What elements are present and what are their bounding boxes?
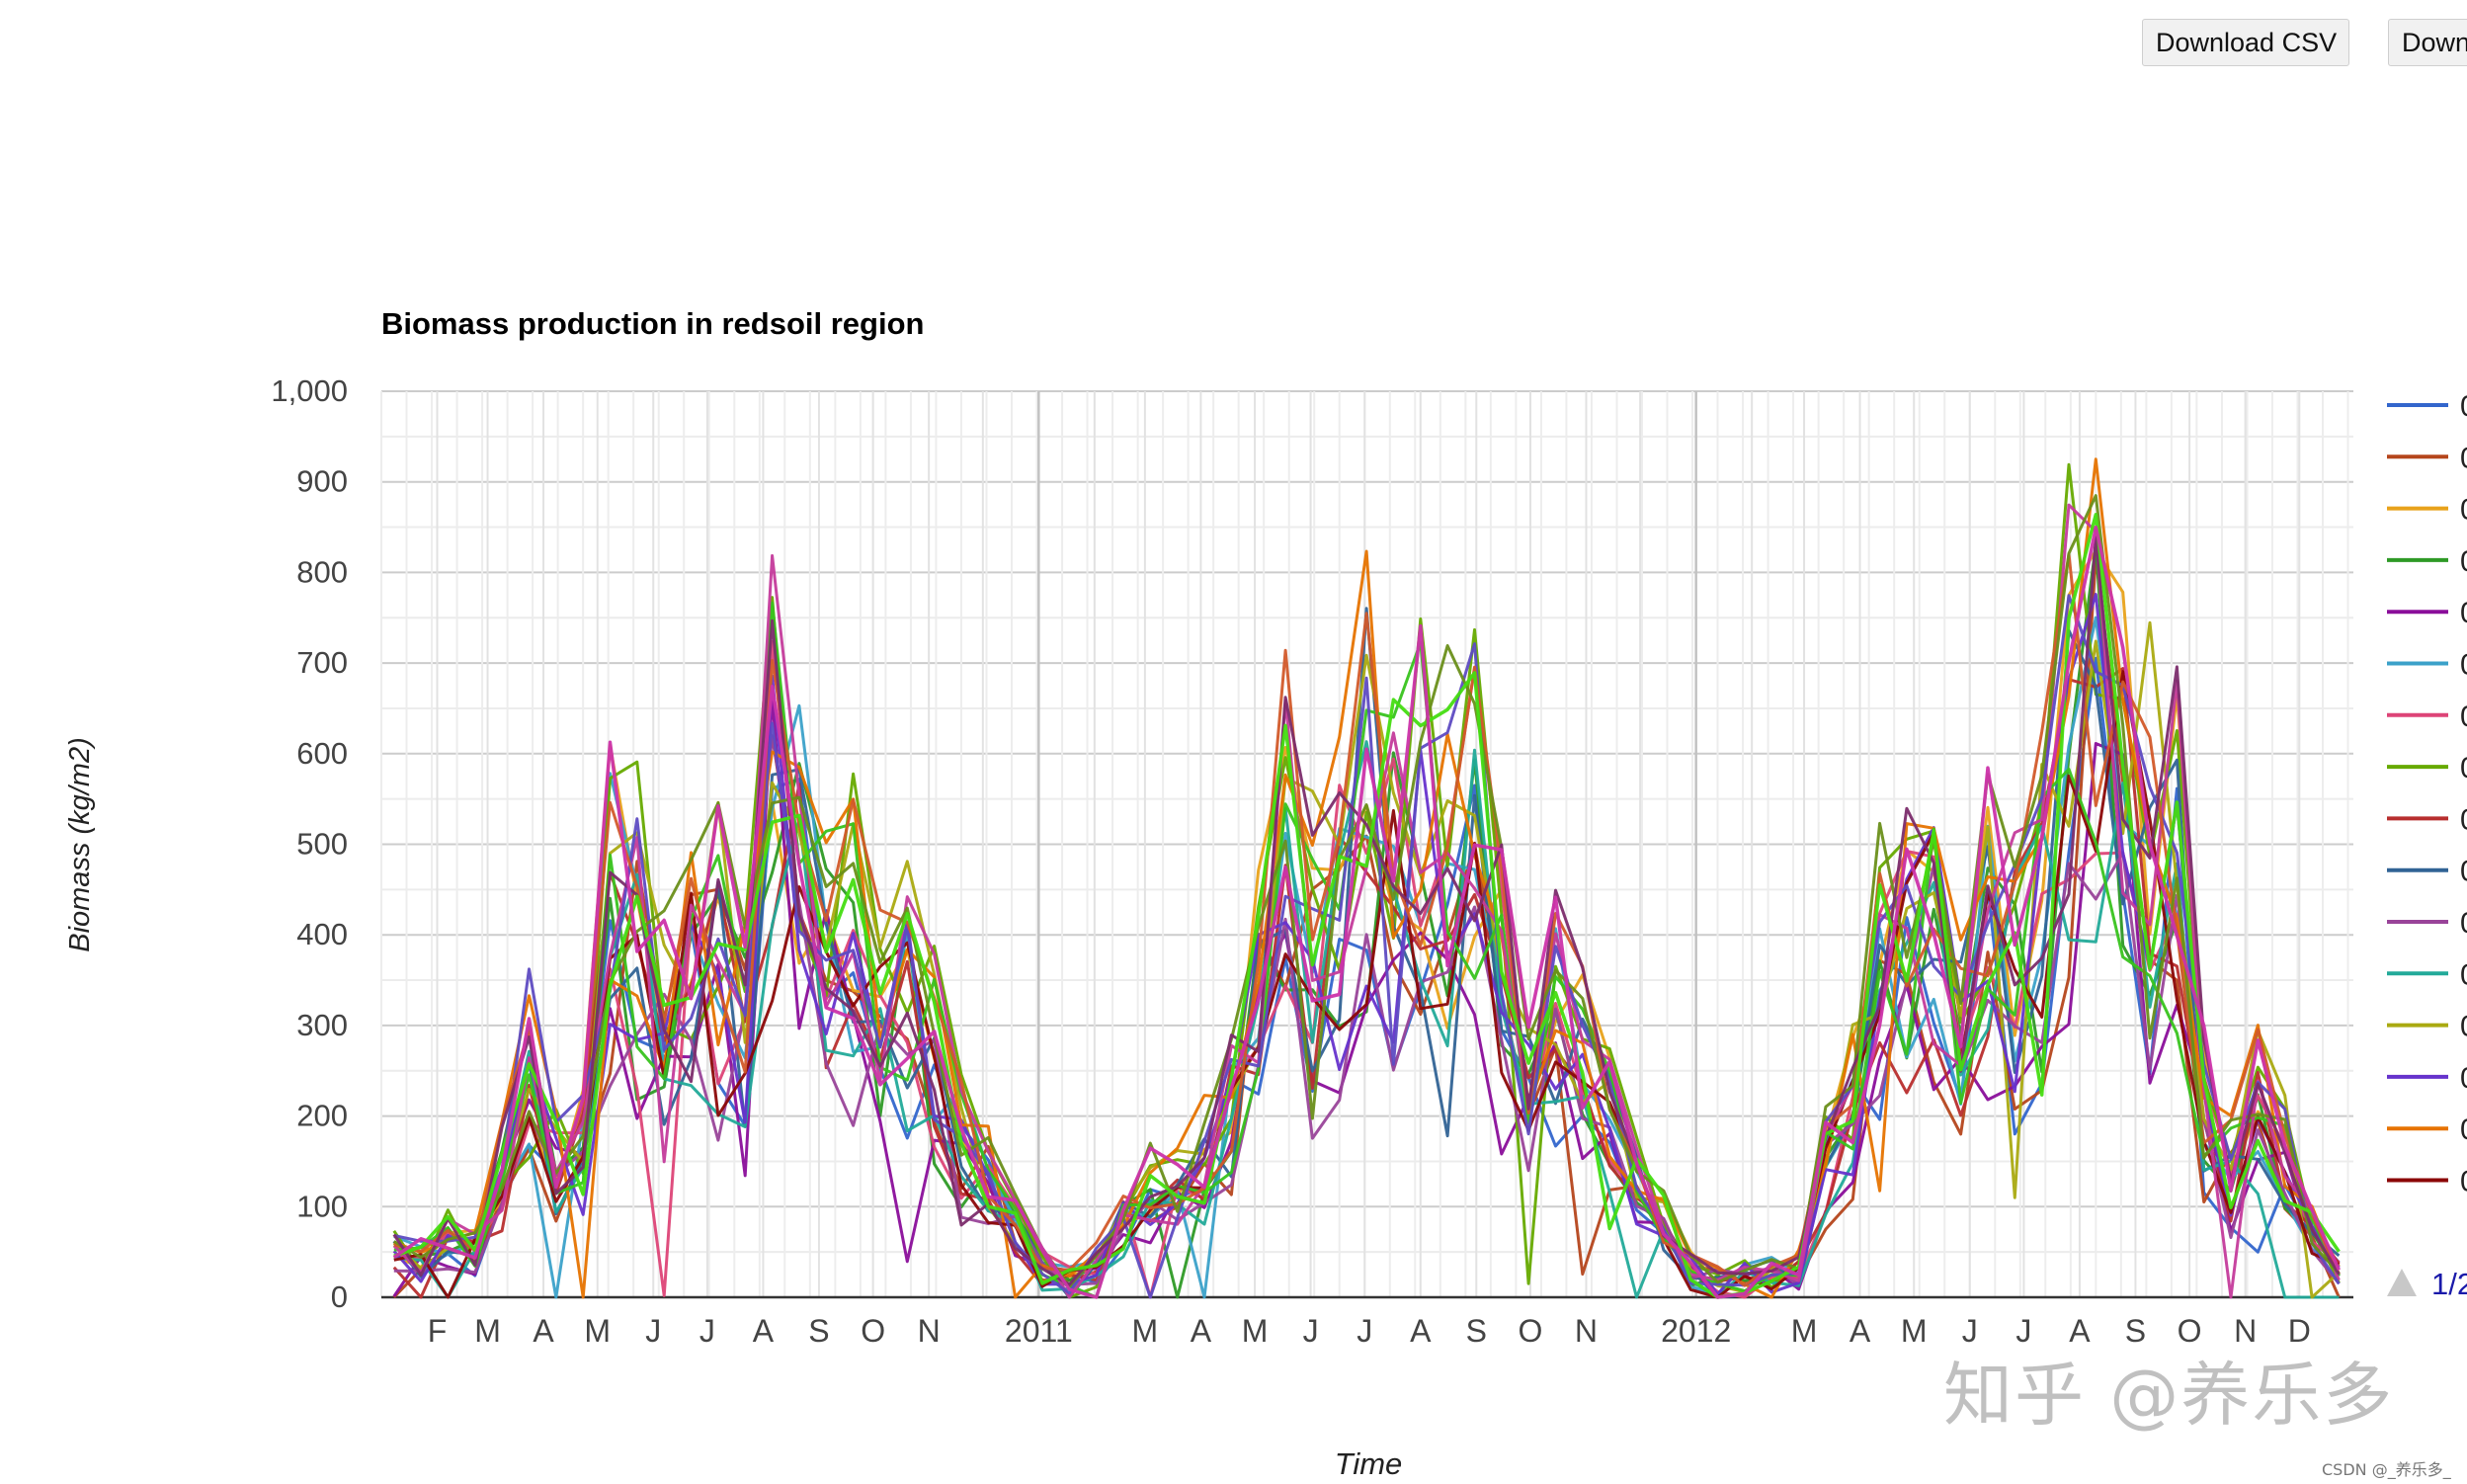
legend-entry-label[interactable]: 0 (2460, 958, 2467, 991)
y-axis-ticks: 0 100 200 300 400 500 600 700 800 900 1,000 (271, 373, 348, 1314)
data-series-line[interactable] (393, 670, 2340, 1299)
legend-entry-label[interactable]: 0 (2460, 752, 2467, 784)
legend-entry-label[interactable]: 0 (2460, 1166, 2467, 1198)
x-tick-label: O (861, 1313, 885, 1349)
chart-title: Biomass production in redsoil region (381, 306, 924, 341)
x-tick-label: J (1357, 1313, 1372, 1349)
x-tick-label: A (1410, 1313, 1432, 1349)
legend-entry-label[interactable]: 0 (2460, 1062, 2467, 1095)
y-tick-label: 700 (296, 645, 348, 680)
y-tick-label: 300 (296, 1008, 348, 1042)
legend-entry-label[interactable]: 0 (2460, 597, 2467, 629)
download-button[interactable]: Down (2388, 19, 2467, 66)
x-tick-label: J (1303, 1313, 1319, 1349)
x-tick-label: M (1901, 1313, 1928, 1349)
y-tick-label: 400 (296, 917, 348, 951)
data-series-line[interactable] (392, 593, 2341, 1296)
y-tick-label: 900 (296, 464, 348, 499)
x-tick-label: A (1850, 1313, 1871, 1349)
x-tick-label: A (753, 1313, 775, 1349)
y-tick-label: 100 (296, 1189, 348, 1223)
x-tick-label: J (699, 1313, 715, 1349)
data-series-line[interactable] (392, 503, 2341, 1299)
x-tick-label: J (1962, 1313, 1978, 1349)
data-series-line[interactable] (392, 525, 2341, 1299)
y-tick-label: 800 (296, 554, 348, 589)
y-axis-label: Biomass (kg/m2) (64, 737, 96, 952)
x-tick-label: A (2069, 1313, 2091, 1349)
x-axis-ticks: F M A M J J A S O N 2011 M A M J J A S O N 2012 M A M J J A S O N D (428, 1313, 2311, 1349)
legend-entry-label[interactable]: 0 (2460, 390, 2467, 423)
y-tick-label: 600 (296, 736, 348, 771)
data-series-line[interactable] (393, 734, 2341, 1286)
legend: 0 0 0 0 0 0 0 0 0 0 0 0 0 0 0 0 (2387, 390, 2467, 1198)
x-tick-label: M (1132, 1313, 1159, 1349)
series-layer (392, 457, 2341, 1299)
legend-entry-label[interactable]: 0 (2460, 701, 2467, 733)
x-tick-label: M (584, 1313, 611, 1349)
data-series-line[interactable] (393, 494, 2341, 1288)
x-tick-label: S (808, 1313, 829, 1349)
x-tick-label: M (1791, 1313, 1818, 1349)
x-tick-label: S (2125, 1313, 2146, 1349)
x-tick-label: J (645, 1313, 661, 1349)
legend-entry-label[interactable]: 0 (2460, 649, 2467, 682)
x-tick-label: O (2178, 1313, 2202, 1349)
x-tick-label: N (1575, 1313, 1598, 1349)
download-csv-button[interactable]: Download CSV (2142, 19, 2349, 66)
x-axis-label: Time (1335, 1446, 1403, 1481)
data-series-line[interactable] (393, 552, 2341, 1287)
legend-entry-label[interactable]: 0 (2460, 1113, 2467, 1146)
x-tick-label: D (2288, 1313, 2311, 1349)
legend-page-indicator: 1/2 (2431, 1267, 2467, 1301)
data-series-line[interactable] (393, 601, 2341, 1299)
x-tick-label: F (428, 1313, 448, 1349)
x-tick-label: M (1242, 1313, 1269, 1349)
x-tick-label: 2012 (1661, 1313, 1731, 1349)
legend-entry-label[interactable]: 0 (2460, 494, 2467, 527)
x-tick-label: N (2234, 1313, 2257, 1349)
data-series-line[interactable] (393, 513, 2341, 1299)
x-tick-label: S (1466, 1313, 1487, 1349)
x-tick-label: A (1191, 1313, 1212, 1349)
y-tick-label: 1,000 (271, 373, 348, 408)
watermark-small: CSDN @_养乐多_ (2322, 1460, 2451, 1479)
data-series-line[interactable] (392, 462, 2341, 1299)
legend-entry-label[interactable]: 0 (2460, 442, 2467, 474)
y-tick-label: 0 (331, 1279, 348, 1314)
legend-entry-label[interactable]: 0 (2460, 907, 2467, 940)
x-tick-label: N (918, 1313, 941, 1349)
data-series-line[interactable] (392, 536, 2341, 1286)
x-tick-label: 2011 (1005, 1313, 1073, 1349)
triangle-up-icon[interactable] (2387, 1269, 2417, 1296)
legend-entry-label[interactable]: 0 (2460, 1011, 2467, 1043)
legend-entry-label[interactable]: 0 (2460, 803, 2467, 836)
legend-entry-label[interactable]: 0 (2460, 545, 2467, 578)
data-series-line[interactable] (393, 457, 2341, 1299)
x-tick-label: O (1519, 1313, 1543, 1349)
x-tick-label: A (533, 1313, 554, 1349)
x-tick-label: M (474, 1313, 501, 1349)
x-tick-label: J (2015, 1313, 2031, 1349)
y-tick-label: 500 (296, 827, 348, 862)
y-tick-label: 200 (296, 1099, 348, 1133)
watermark: 知乎 @养乐多 (1943, 1355, 2395, 1436)
legend-pager[interactable]: 1/2 (2387, 1267, 2467, 1301)
legend-entry-label[interactable]: 0 (2460, 856, 2467, 888)
